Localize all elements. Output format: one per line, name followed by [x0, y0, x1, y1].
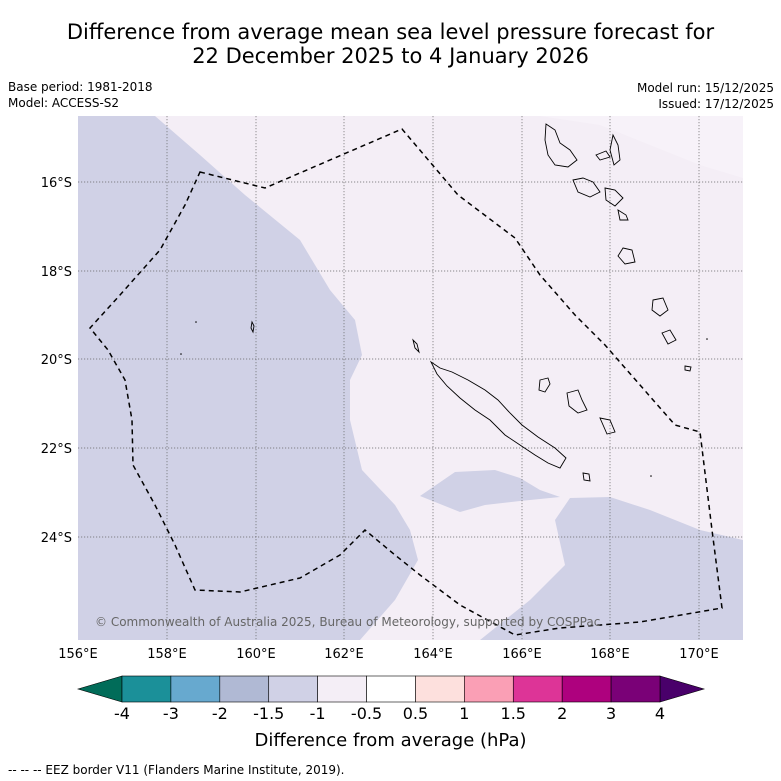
- colorbar-extend-high: [659, 675, 706, 703]
- chesterfield-reefs-coast: [250, 320, 255, 334]
- colorbar-segment: [415, 675, 465, 703]
- colorbar-tick-label: 4: [654, 704, 666, 723]
- lon-label: 156°E: [58, 647, 98, 662]
- lat-label: 20°S: [41, 353, 72, 368]
- lon-label: 166°E: [502, 647, 542, 662]
- colorbar-title: Difference from average (hPa): [254, 730, 527, 751]
- anomaly-field-northeast: [540, 116, 743, 178]
- latitude-labels: 16°S 18°S 20°S 22°S 24°S: [41, 176, 72, 546]
- title-line-2: 22 December 2025 to 4 January 2026: [192, 44, 589, 68]
- lon-label: 162°E: [324, 647, 364, 662]
- new-caledonia-coast: [429, 360, 567, 469]
- eez-border: [89, 128, 723, 636]
- lon-label: 160°E: [236, 647, 276, 662]
- lon-label: 158°E: [147, 647, 187, 662]
- lat-label: 18°S: [41, 265, 72, 280]
- colorbar-tick-label: -4: [114, 704, 130, 723]
- isle-of-pines-coast: [582, 472, 591, 482]
- colorbar-tick-label: 2: [557, 704, 568, 723]
- colorbar-tick-label: -1.5: [253, 704, 285, 723]
- colorbar-tick-label: 3: [605, 704, 617, 723]
- colorbar-segment: [170, 675, 221, 703]
- loyalty-islands-coast: [538, 377, 616, 435]
- model-name: Model: ACCESS-S2: [8, 96, 120, 110]
- eez-footnote: -- -- -- EEZ border V11 (Flanders Marine…: [8, 763, 345, 777]
- colorbar-tick-label: 1.5: [500, 704, 526, 723]
- base-period: Base period: 1981-2018: [8, 80, 153, 94]
- colorbar-segment: [121, 675, 172, 703]
- colorbar-segments: [121, 675, 661, 703]
- colorbar-segment: [317, 675, 367, 703]
- colorbar: [76, 675, 706, 703]
- anomaly-field-west: [78, 116, 418, 640]
- lon-label: 164°E: [413, 647, 453, 662]
- copyright-note: © Commonwealth of Australia 2025, Bureau…: [95, 615, 600, 629]
- reef-dot-1: [195, 321, 197, 323]
- vanuatu-coast: [544, 123, 692, 372]
- lon-label: 170°E: [679, 647, 719, 662]
- anomaly-field-southeast: [480, 497, 743, 640]
- colorbar-segment: [366, 675, 416, 703]
- lat-label: 16°S: [41, 176, 72, 191]
- model-run: Model run: 15/12/2025: [636, 81, 774, 95]
- colorbar-segment: [512, 675, 563, 703]
- reef-dot-4: [706, 338, 708, 340]
- colorbar-tick-label: -3: [162, 704, 179, 723]
- colorbar-tick-label: -1: [309, 704, 326, 723]
- colorbar-extend-low: [76, 675, 123, 703]
- lat-label: 22°S: [41, 442, 72, 457]
- lon-label: 168°E: [590, 647, 630, 662]
- anomaly-field-mid: [420, 470, 560, 512]
- colorbar-tick-label: 0.5: [402, 704, 429, 723]
- title-line-1: Difference from average mean sea level p…: [66, 20, 715, 44]
- colorbar-tick-label: 1: [459, 704, 470, 723]
- belep-islands-coast: [412, 338, 420, 354]
- issued-date: Issued: 17/12/2025: [658, 97, 774, 111]
- colorbar-tick-label: -2: [211, 704, 228, 723]
- map-plot-area: [78, 116, 743, 640]
- colorbar-segment: [268, 675, 318, 703]
- reef-dot-3: [650, 475, 652, 477]
- graticule: [78, 116, 743, 640]
- colorbar-segment: [610, 675, 661, 703]
- colorbar-segment: [464, 675, 514, 703]
- colorbar-segment: [219, 675, 270, 703]
- reef-dot-2: [180, 353, 182, 355]
- colorbar-tick-label: -0.5: [350, 704, 383, 723]
- colorbar-segment: [561, 675, 612, 703]
- lat-label: 24°S: [41, 531, 72, 546]
- longitude-labels: 156°E 158°E 160°E 162°E 164°E 166°E 168°…: [58, 647, 719, 662]
